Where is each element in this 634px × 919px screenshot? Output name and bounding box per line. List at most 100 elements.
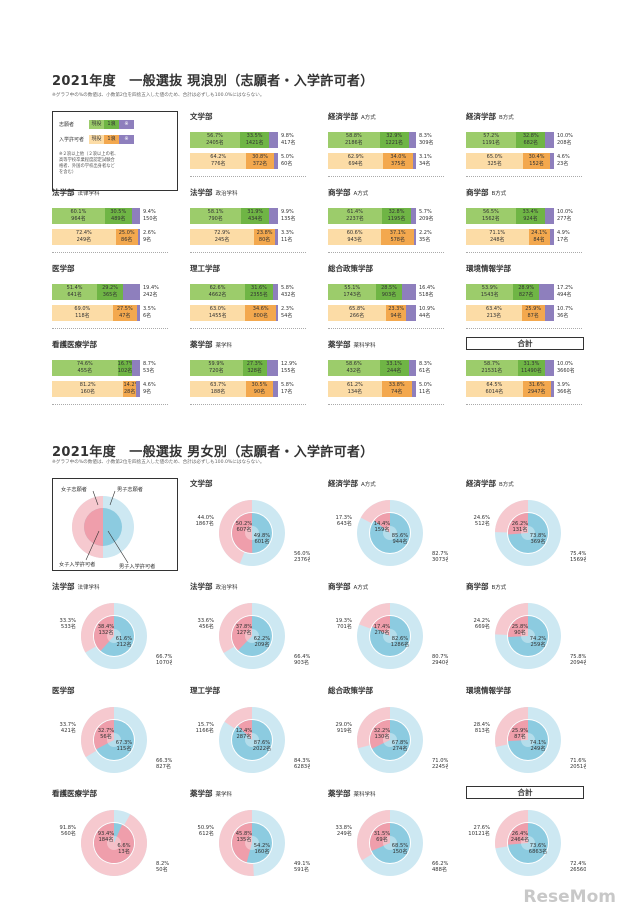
legend-applicants-label: 志願者 <box>59 121 89 128</box>
other-percent: 8.7% <box>143 361 156 368</box>
legend-male-adm: 男子入学許可者 <box>119 562 155 570</box>
bar-segment <box>545 360 554 376</box>
admitted-bar: 64.2% 776名 30.8% 372名 <box>190 153 278 169</box>
bar-other-label: 10.9% 44名 <box>419 306 435 320</box>
legend-current-cell-2: 現役 <box>89 135 104 144</box>
panel-title-main: 看護医療学部 <box>52 789 97 798</box>
bar-segment: 34.6% 800名 <box>245 305 275 321</box>
bar-other-label: 17.2% 494名 <box>557 285 573 299</box>
inner-male-count: 150名 <box>392 847 407 855</box>
outer-female-count: 612名 <box>199 829 214 837</box>
applicant-bar: 51.4% 641名 29.2% 365名 <box>52 284 140 300</box>
other-percent: 10.7% <box>557 306 573 313</box>
other-percent: 3.5% <box>143 306 156 313</box>
other-count: 36名 <box>557 313 573 320</box>
donut-panel: 経済学部 A方式 17.3% 643名 82.7% 3073名 14.4% 159名 85.6%… <box>328 478 448 578</box>
segment-percent: 81.2% <box>52 382 123 389</box>
donut-svg: 91.8%560名8.2%50名93.4%184名6.6%13名 <box>52 799 172 887</box>
other-percent: 4.9% <box>557 230 570 237</box>
inner-male-count: 160名 <box>254 847 269 855</box>
other-count: 494名 <box>557 292 573 299</box>
segment-percent: 56.7% <box>190 133 240 140</box>
segment-count: 641名 <box>52 292 97 299</box>
panel-title: 総合政策学部 <box>328 263 373 274</box>
panel-title: 合計 <box>466 786 584 799</box>
applicant-bar: 57.2% 1191名 32.8% 682名 <box>466 132 554 148</box>
panel-title: 薬学部 薬科学科 <box>328 788 376 799</box>
donut-panel: 看護医療学部 91.8% 560名 8.2% 50名 93.4% 184名 6.6% 13名 <box>52 788 172 888</box>
bar-segment: 33.5% 1421名 <box>240 132 269 148</box>
outer-female-count: 421名 <box>61 726 76 734</box>
panel-title-main: 商学部 <box>466 188 489 197</box>
outer-male-count: 488名 <box>432 865 447 873</box>
other-percent: 4.6% <box>143 382 156 389</box>
bar-segment: 63.4% 213名 <box>466 305 522 321</box>
bar-other-label: 10.0% 3660名 <box>557 361 575 375</box>
panel-divider <box>466 252 582 253</box>
other-count: 417名 <box>281 140 296 147</box>
admitted-bar: 63.4% 213名 25.9% 87名 <box>466 305 554 321</box>
other-percent: 5.0% <box>419 382 432 389</box>
panel-title-main: 医学部 <box>52 686 75 695</box>
bar-segment <box>551 381 554 397</box>
bar-segment: 57.2% 1191名 <box>466 132 516 148</box>
segment-percent: 62.9% <box>328 154 383 161</box>
segment-count: 160名 <box>52 389 123 396</box>
bar-segment: 16.7% 102名 <box>118 360 133 376</box>
segment-count: 2355名 <box>245 292 273 299</box>
legend-footnote: ※２浪以上他（２浪以上の者、高等学校卒業程度認定試験合格者、外国の学校出身者など… <box>59 152 119 176</box>
panel-title: 法学部 政治学科 <box>190 581 238 592</box>
bar-other-label: 3.5% 6名 <box>143 306 156 320</box>
segment-count: 434名 <box>241 216 269 223</box>
panel-title-main: 薬学部 <box>328 340 351 349</box>
other-percent: 2.3% <box>281 306 294 313</box>
other-percent: 5.8% <box>281 285 296 292</box>
bar-segment: 14.2% 28名 <box>123 381 135 397</box>
other-percent: 2.2% <box>419 230 432 237</box>
segment-count: 1543名 <box>466 292 513 299</box>
bar-segment: 34.0% 375名 <box>383 153 413 169</box>
admitted-bar: 65.8% 266名 23.3% 94名 <box>328 305 416 321</box>
bar-panel: 商学部 B方式 56.5% 1562名 33.4% 924名 10.0% 277名 71.1% 2… <box>466 187 586 259</box>
bar-other-label: 9.8% 417名 <box>281 133 296 147</box>
other-percent: 8.3% <box>419 133 434 140</box>
inner-female-count: 131名 <box>512 525 527 533</box>
bar-other-label: 8.3% 61名 <box>419 361 432 375</box>
applicant-bar: 58.8% 2186名 32.9% 1221名 <box>328 132 416 148</box>
bar-segment: 31.6% 2355名 <box>245 284 273 300</box>
segment-count: 720名 <box>190 368 243 375</box>
outer-female-count: 10121名 <box>468 829 490 837</box>
bar-segment: 56.5% 1562名 <box>466 208 516 224</box>
segment-count: 2186名 <box>328 140 380 147</box>
inner-female-count: 69名 <box>376 835 388 843</box>
bar-segment <box>539 284 554 300</box>
donut-svg: 33.3%533名66.7%1070名38.4%132名61.6%212名 <box>52 592 172 680</box>
segment-count: 21531名 <box>466 368 518 375</box>
segment-percent: 32.8% <box>516 133 545 140</box>
segment-percent: 60.1% <box>52 209 105 216</box>
other-percent: 17.2% <box>557 285 573 292</box>
segment-percent: 27.5% <box>113 306 137 313</box>
segment-count: 90名 <box>246 389 273 396</box>
segment-percent: 14.2% <box>123 382 135 389</box>
outer-male-count: 591名 <box>294 865 309 873</box>
segment-percent: 23.3% <box>386 306 407 313</box>
other-percent: 3.1% <box>419 154 432 161</box>
panel-title-main: 医学部 <box>52 264 75 273</box>
other-percent: 9.9% <box>281 209 296 216</box>
other-count: 35名 <box>419 237 432 244</box>
panel-title: 医学部 <box>52 263 75 274</box>
panel-title: 看護医療学部 <box>52 339 97 350</box>
donut-svg: 19.3%701名80.7%2940名17.4%270名82.6%1286名 <box>328 592 448 680</box>
other-percent: 10.0% <box>557 133 573 140</box>
inner-male-count: 115名 <box>116 744 131 752</box>
segment-percent: 23.8% <box>254 230 275 237</box>
panel-title: 理工学部 <box>190 263 220 274</box>
other-percent: 12.9% <box>281 361 297 368</box>
segment-count: 1455名 <box>190 313 245 320</box>
bar-segment <box>413 153 416 169</box>
applicant-bar: 59.9% 720名 27.3% 328名 <box>190 360 278 376</box>
inner-female-count: 287名 <box>236 732 251 740</box>
inner-female-count: 127名 <box>236 628 251 636</box>
panel-title: 合計 <box>466 337 584 350</box>
